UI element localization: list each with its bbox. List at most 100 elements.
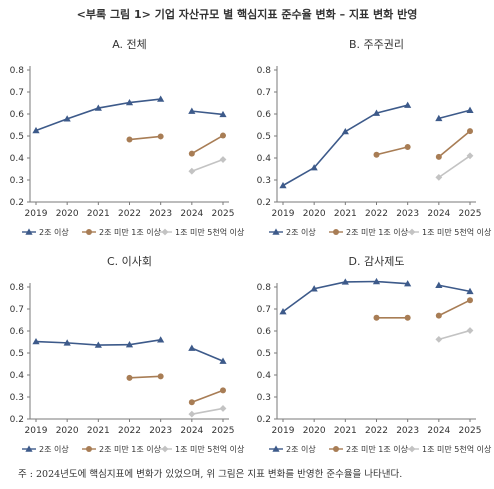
x-tick-label: 2021 [334, 209, 357, 219]
data-point [63, 339, 71, 346]
x-tick-label: 2024 [180, 426, 203, 436]
legend-label: 1조 미만 5천억 이상 [422, 444, 492, 454]
legend-label: 2조 이상 [39, 444, 69, 454]
chart-svg: A. 전체 0.2 0.3 0.4 0.5 0.6 0.7 0.8 2019 2020 2021 20… [10, 38, 245, 237]
footnote: 주 : 2024년도에 핵심지표에 변화가 있었으며, 위 그림은 지표 변화를… [18, 469, 403, 480]
data-point [161, 445, 169, 453]
data-point [279, 181, 287, 189]
y-tick-label: 0.2 [257, 198, 271, 208]
data-point [435, 335, 443, 343]
data-point [188, 167, 196, 175]
data-point [272, 228, 280, 235]
y-tick-label: 0.2 [257, 415, 271, 425]
x-tick-label: 2020 [56, 426, 79, 436]
data-point [404, 144, 411, 150]
data-point [435, 281, 443, 288]
data-point [125, 341, 134, 348]
data-point [125, 98, 134, 106]
data-point [341, 128, 349, 135]
data-point [333, 229, 339, 235]
data-point [466, 327, 474, 334]
data-point [63, 115, 71, 122]
y-tick-label: 0.8 [257, 283, 272, 293]
legend-label: 2조 미만 1조 이상 [99, 227, 162, 237]
data-point [188, 399, 195, 406]
legend-label: 2조 미만 1조 이상 [346, 444, 409, 454]
x-tick-label: 2025 [212, 426, 235, 436]
data-point [188, 410, 196, 418]
data-point [161, 228, 169, 236]
data-point [188, 107, 196, 114]
series-line [376, 146, 408, 156]
x-tick-label: 2019 [25, 426, 48, 436]
x-tick-label: 2020 [303, 426, 326, 436]
data-point [467, 128, 473, 135]
legend-label: 2조 이상 [286, 444, 316, 454]
y-tick-label: 0.7 [257, 88, 271, 98]
data-point [219, 156, 227, 163]
y-tick-label: 0.2 [10, 198, 24, 208]
data-point [94, 104, 102, 111]
x-tick-label: 2023 [396, 426, 419, 436]
series-line [438, 299, 471, 317]
legend-label: 2조 미만 1조 이상 [99, 444, 162, 454]
data-point [219, 110, 227, 118]
chart-title: A. 전체 [112, 38, 147, 51]
series-line [438, 155, 471, 179]
y-tick-label: 0.3 [257, 176, 271, 186]
x-tick-label: 2024 [427, 426, 450, 436]
x-tick-label: 2019 [25, 209, 48, 219]
data-point [408, 445, 416, 453]
data-point [32, 126, 40, 134]
series-line [438, 329, 471, 341]
x-tick-label: 2025 [459, 426, 482, 436]
x-tick-label: 2022 [118, 426, 141, 436]
x-tick-label: 2024 [180, 209, 203, 219]
data-point [310, 285, 318, 292]
data-point [404, 101, 412, 108]
series-line [438, 109, 471, 120]
data-point [86, 446, 92, 452]
x-tick-label: 2022 [365, 209, 388, 219]
series-line [129, 375, 161, 379]
series-line [191, 389, 224, 404]
data-point [435, 153, 442, 160]
y-tick-label: 0.4 [257, 371, 272, 381]
chart-svg: C. 이사회 0.2 0.3 0.4 0.5 0.6 0.7 0.8 2019 2020 2021 2… [10, 255, 245, 454]
data-point [25, 445, 33, 452]
data-point [408, 228, 416, 236]
series-line [282, 104, 408, 187]
data-point [220, 132, 226, 139]
x-tick-label: 2022 [365, 426, 388, 436]
x-tick-label: 2020 [56, 209, 79, 219]
x-tick-label: 2025 [212, 209, 235, 219]
data-point [373, 314, 380, 321]
data-point [466, 106, 474, 113]
x-tick-label: 2025 [459, 209, 482, 219]
x-tick-label: 2019 [272, 209, 295, 219]
y-tick-label: 0.3 [257, 393, 271, 403]
x-tick-label: 2021 [87, 426, 110, 436]
chart-title: D. 감사제도 [349, 255, 405, 268]
x-tick-label: 2020 [303, 209, 326, 219]
data-point [404, 280, 412, 287]
legend-label: 2조 이상 [286, 227, 316, 237]
data-point [333, 446, 339, 452]
legend-label: 1조 미만 5천억 이상 [175, 227, 245, 237]
data-point [404, 314, 411, 321]
data-point [435, 312, 442, 319]
series-line [191, 134, 224, 155]
data-point [188, 344, 196, 351]
chart-title: C. 이사회 [107, 255, 152, 268]
data-point [372, 109, 381, 116]
data-point [372, 277, 381, 285]
data-point [126, 374, 133, 381]
data-point [86, 229, 92, 235]
data-point [157, 95, 165, 102]
data-point [435, 114, 443, 122]
data-point [341, 278, 349, 285]
y-tick-label: 0.6 [257, 110, 272, 120]
chart-svg: B. 주주권리 0.2 0.3 0.4 0.5 0.6 0.7 0.8 2019 2020 2021… [257, 38, 492, 237]
data-point [435, 173, 443, 181]
panel-a: A. 전체 0.2 0.3 0.4 0.5 0.6 0.7 0.8 2019 2020 2021 20… [0, 30, 247, 260]
